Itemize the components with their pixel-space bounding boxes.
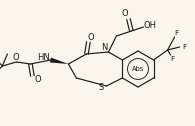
- Text: HN: HN: [37, 53, 50, 61]
- Text: F: F: [170, 56, 175, 62]
- Text: O: O: [12, 53, 19, 61]
- Text: F: F: [175, 30, 179, 36]
- Text: O: O: [87, 33, 94, 41]
- Text: N: N: [101, 42, 108, 52]
- Text: S: S: [99, 84, 104, 92]
- Text: F: F: [183, 44, 187, 50]
- Text: OH: OH: [144, 22, 157, 30]
- Polygon shape: [50, 58, 68, 64]
- Text: O: O: [34, 75, 41, 85]
- Text: O: O: [121, 9, 128, 19]
- Text: Abs: Abs: [132, 66, 144, 72]
